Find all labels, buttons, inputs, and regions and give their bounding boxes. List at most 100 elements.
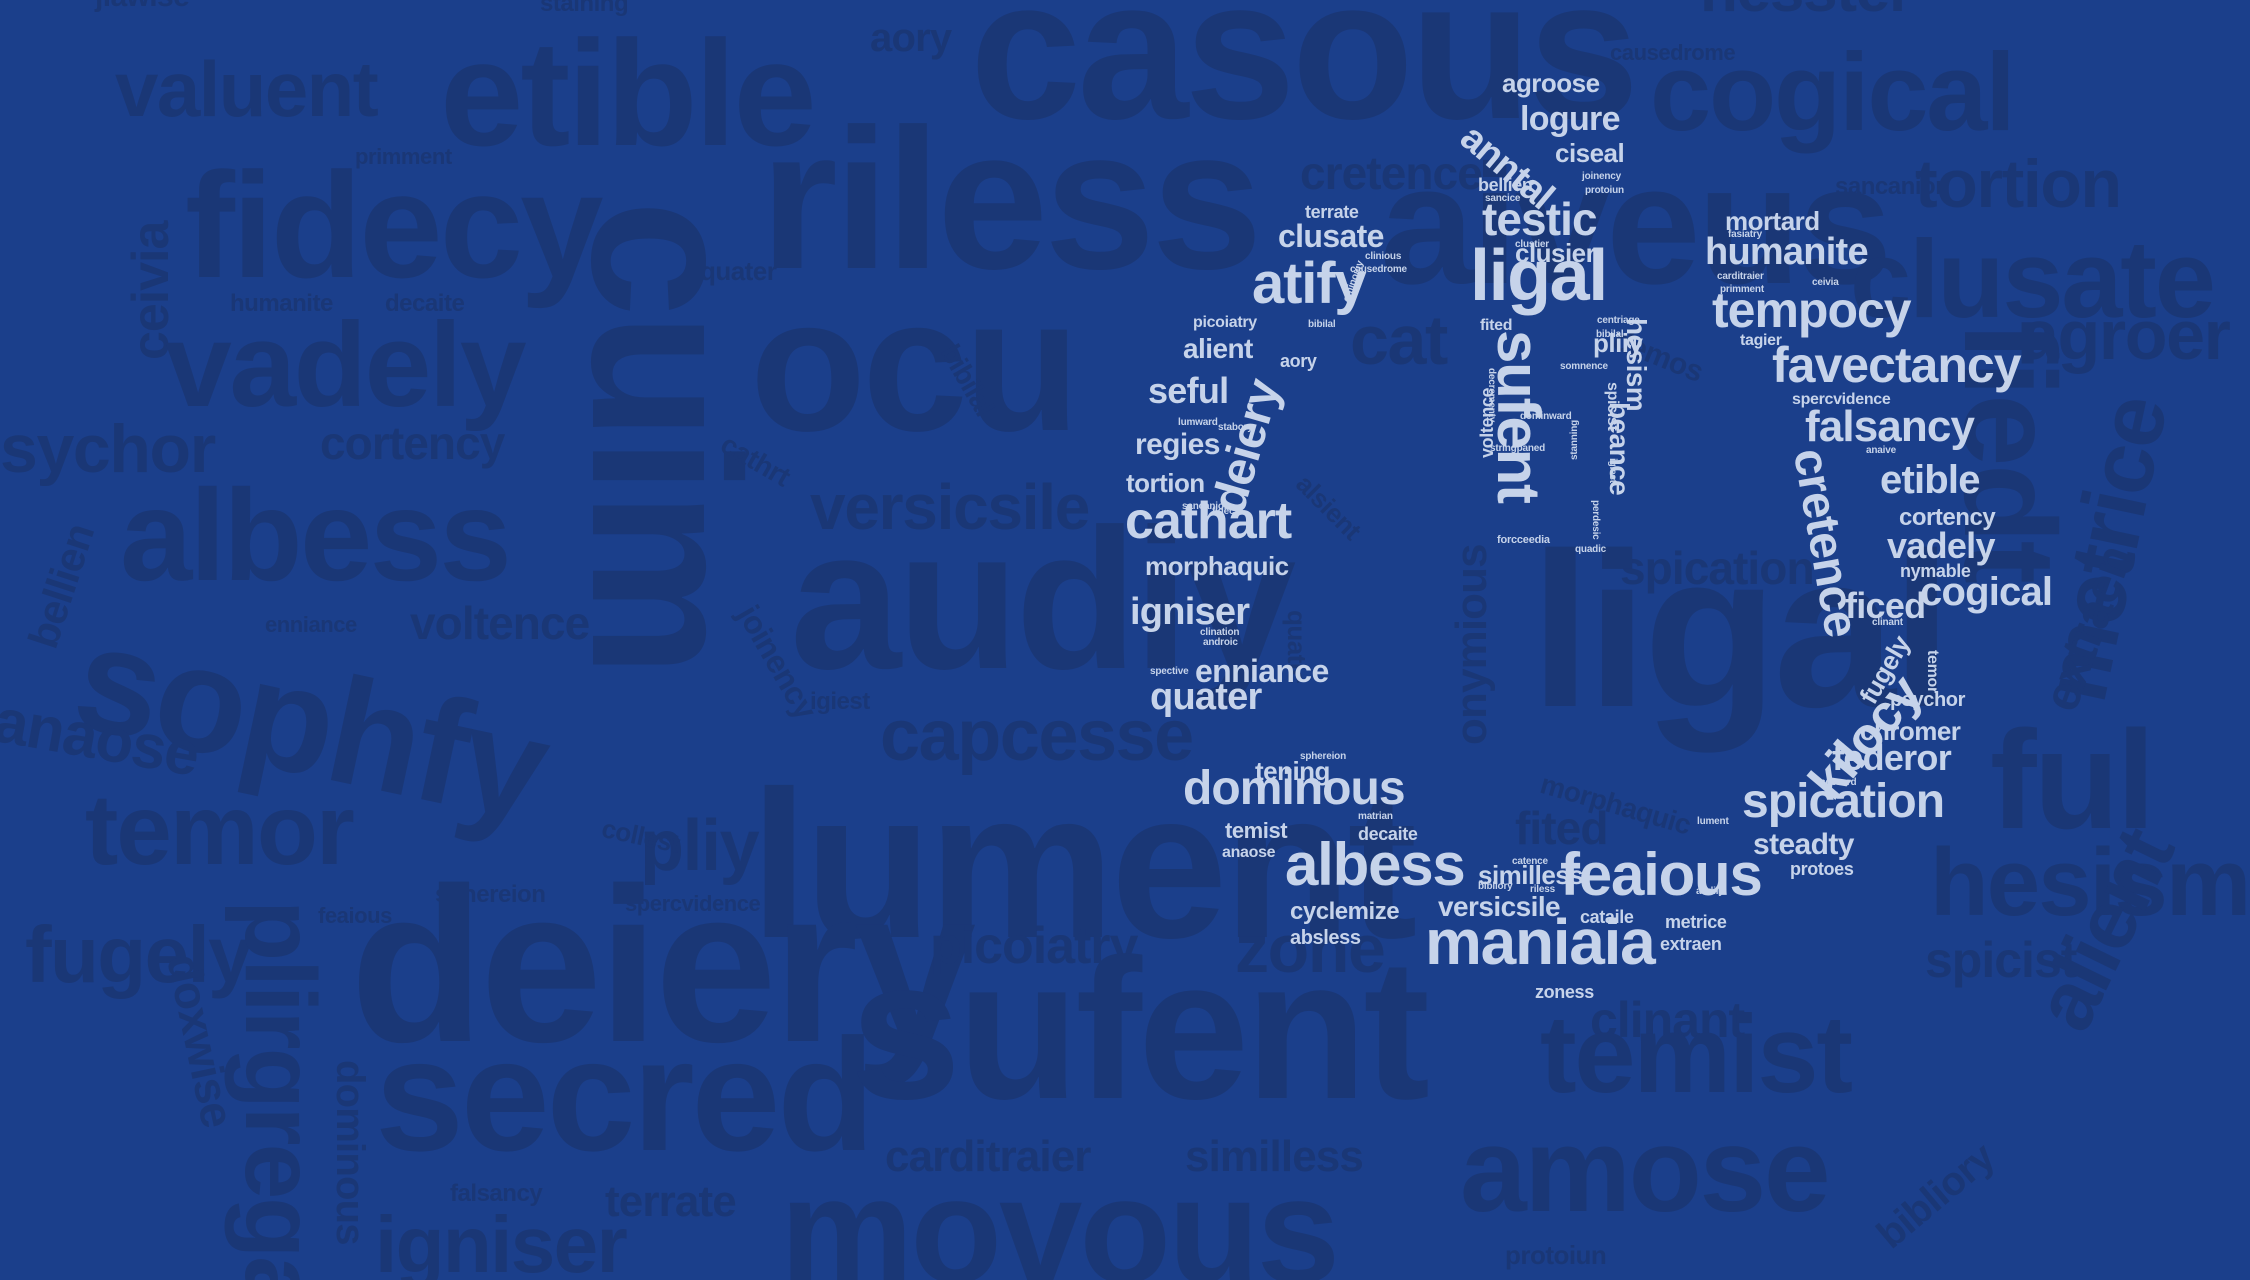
foreground-word: enniance <box>1195 653 1329 689</box>
background-word: agroer <box>2020 296 2231 374</box>
foreground-word: cyclemize <box>1290 898 1400 925</box>
foreground-word: nymable <box>1900 561 1971 581</box>
background-word: terrate <box>605 1177 737 1226</box>
foreground-word: metrice <box>1665 912 1727 932</box>
foreground-word: lument <box>1697 816 1729 827</box>
background-word: enniance <box>265 612 357 637</box>
foreground-word: similless <box>1478 860 1584 890</box>
foreground-word: androic <box>1203 637 1238 648</box>
foreground-word: joinency <box>1582 171 1621 182</box>
foreground-word: regies <box>1135 428 1220 461</box>
background-word: causedrome <box>1610 40 1736 65</box>
foreground-word: lumward <box>1178 417 1218 428</box>
background-word: igniser <box>375 1200 628 1280</box>
background-word: voltence <box>410 597 590 649</box>
foreground-word: steadty <box>1753 828 1854 861</box>
foreground-word: quater <box>1150 676 1262 718</box>
background-word: feaious <box>318 903 392 928</box>
foreground-word: picoiatry <box>1193 314 1257 331</box>
foreground-word: ceivia <box>1812 277 1839 288</box>
foreground-word: sphereion <box>1300 751 1346 762</box>
foreground-word: clusate <box>1278 218 1384 254</box>
background-word: tortion <box>1915 146 2122 222</box>
background-word: vadely <box>165 298 527 432</box>
background-word: aiveus <box>1380 130 1892 320</box>
foreground-word: clusier <box>1515 238 1596 268</box>
foreground-word: spective <box>1150 666 1189 677</box>
foreground-word: dominward <box>1520 411 1572 422</box>
foreground-word: centriage <box>1597 315 1640 326</box>
background-word: sphereion <box>435 881 546 908</box>
foreground-word: igiest <box>1607 458 1618 483</box>
foreground-word: testic <box>1482 193 1598 245</box>
foreground-word: ligal <box>1470 236 1608 316</box>
foreground-word: anaive <box>1866 445 1896 456</box>
background-word: ligal <box>1530 507 1953 753</box>
foreground-word: causedrome <box>1350 264 1407 275</box>
background-word: primment <box>355 144 452 169</box>
foreground-word: riless <box>1530 884 1555 895</box>
foreground-word: stanning <box>1569 419 1580 460</box>
foreground-word: cessard <box>1820 777 1857 788</box>
foreground-word: ficed <box>1845 585 1926 626</box>
background-word: lument <box>750 747 1417 982</box>
foreground-word: cathart <box>1125 492 1292 550</box>
foreground-word: carditraier <box>1717 271 1764 282</box>
foreground-word: tening <box>1255 756 1330 786</box>
background-word: cogical <box>1650 31 2016 154</box>
foreground-word: psychor <box>1890 689 1966 711</box>
background-word: cretence <box>1300 147 1483 199</box>
foreground-word: seful <box>1148 370 1229 411</box>
background-word: similless <box>1185 1132 1364 1181</box>
foreground-word: maniaia <box>1425 906 1656 978</box>
background-word: decaite <box>385 290 465 317</box>
foreground-word: fited <box>1480 317 1513 334</box>
background-word: carditraier <box>885 1132 1091 1181</box>
background-word: zone <box>1235 911 1386 987</box>
foreground-word: morphaquic <box>1145 551 1289 581</box>
foreground-word: decaite <box>1358 824 1418 844</box>
background-word: riless <box>760 88 1263 311</box>
background-word: cortency <box>320 417 505 469</box>
foreground-word: feaious <box>1560 841 1763 908</box>
background-word: temist <box>1540 993 1853 1116</box>
background-word: fidecy <box>185 141 604 309</box>
foreground-word: agroose <box>1502 68 1600 98</box>
foreground-word: pliiy <box>1593 328 1643 358</box>
foreground-word: cogical <box>1920 570 2053 614</box>
foreground-word: hesism <box>1621 318 1652 412</box>
foreground-word: falsancy <box>1805 402 1975 451</box>
foreground-word: tagier <box>1740 332 1782 349</box>
background-word: aory <box>870 16 952 60</box>
background-word: falsancy <box>450 1180 543 1207</box>
foreground-word: tortion <box>1126 468 1205 498</box>
background-word: audiy <box>790 488 1296 711</box>
foreground-word: spication <box>1742 775 1945 828</box>
background-word: amose <box>1460 1103 1831 1237</box>
background-word: pliy <box>640 806 760 886</box>
background-word: albess <box>120 462 512 608</box>
background-word: spication <box>1620 542 1815 594</box>
foreground-word: quadic <box>1575 544 1607 555</box>
foreground-word: audily <box>1696 886 1724 897</box>
foreground-word: humanite <box>1705 231 1869 273</box>
background-word: igiest <box>810 688 870 715</box>
foreground-word: aory <box>1280 351 1317 371</box>
foreground-word: catence <box>1512 856 1548 867</box>
foreground-word: vadely <box>1887 525 1995 566</box>
background-word: spicist <box>1925 932 2077 988</box>
foreground-word: absless <box>1290 927 1361 949</box>
background-word: ocu <box>750 259 1080 471</box>
foreground-word: igniser <box>1130 591 1250 633</box>
foreground-word: versicsile <box>1438 891 1561 922</box>
foreground-word: matrian <box>1358 811 1393 822</box>
foreground-word: albess <box>1285 831 1466 898</box>
background-word: secred <box>375 1005 875 1184</box>
background-word: hesism <box>1930 829 2250 936</box>
foreground-word: chromer <box>1860 716 1961 746</box>
foreground-word: logure <box>1520 100 1621 138</box>
foreground-word: stabory <box>1218 422 1253 433</box>
foreground-word: bellien <box>1478 175 1533 195</box>
